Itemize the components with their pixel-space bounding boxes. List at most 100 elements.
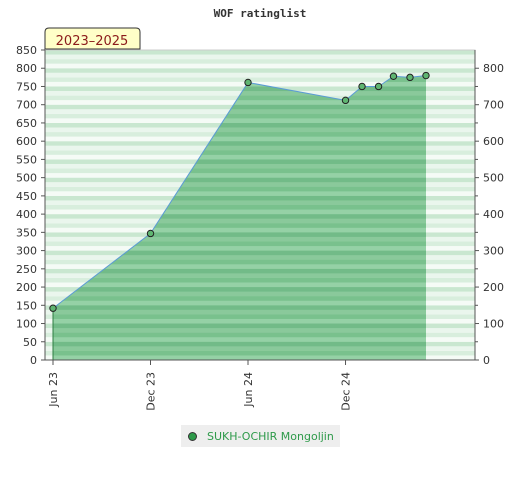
y-tick-label-right: 700 [483,99,504,112]
y-tick-label-left: 650 [16,117,37,130]
area-band [53,168,426,174]
area-band [53,122,426,128]
area-band [53,182,426,187]
area-band [53,287,426,292]
area-band [53,177,426,183]
x-tick-label: Dec 23 [145,372,158,411]
data-point [49,304,57,312]
y-tick-label-right: 0 [483,354,490,367]
y-tick-label-left: 350 [16,226,37,239]
data-point [406,73,414,82]
area-band [53,259,426,265]
area-band [53,255,426,260]
area-band [53,186,426,192]
area-band [53,277,426,283]
y-tick-label-right: 500 [483,172,504,185]
area-band [53,127,426,133]
area-band [53,241,426,247]
data-point [422,71,430,80]
y-tick-label-left: 250 [16,263,37,276]
y-tick-label-right: 400 [483,208,504,221]
data-point [341,96,350,105]
period-badge-label: 2023–2025 [56,34,129,49]
area-band [53,314,426,319]
area-band [53,109,426,114]
area-band [53,291,426,297]
area-band [53,305,426,310]
area-band [53,355,426,360]
area-band [53,150,426,155]
area-band [53,300,426,306]
series-points-layer [49,71,430,312]
area-band [53,268,426,274]
y-tick-label-left: 0 [30,354,37,367]
area-band [53,154,426,160]
area-band [53,191,426,196]
y-axis-left: 0 50 100 150 200 250 300 350 400 450 500 550 600 650 7… [16,44,46,367]
area-band [53,141,426,146]
area-band [53,214,426,219]
area-band [53,223,426,228]
area-band [53,337,426,342]
area-band [53,323,426,329]
y-tick-label-left: 750 [16,80,37,93]
x-axis: Jun 23 Dec 23 Jun 24 Dec 24 [45,359,475,411]
y-tick-label-right: 600 [483,135,504,148]
legend-marker-icon [188,431,197,441]
area-band [53,200,426,205]
area-band [53,328,426,333]
area-band [53,264,426,269]
area-band [53,195,426,201]
area-band [53,250,426,256]
x-tick-label: Jun 23 [47,372,60,408]
y-tick-label-left: 150 [16,299,37,312]
area-band [53,246,426,251]
area-band [53,163,426,169]
data-point [374,82,383,91]
area-band [53,282,426,288]
y-tick-label-left: 100 [16,318,37,331]
y-tick-label-left: 850 [16,44,37,57]
background-band [45,77,475,82]
y-tick-label-left: 550 [16,153,37,166]
area-band [53,318,426,324]
background-band [45,72,475,78]
area-band [53,346,426,351]
y-tick-label-left: 800 [16,62,37,75]
y-tick-label-left: 600 [16,135,37,148]
area-band [53,236,426,242]
y-tick-label-left: 450 [16,190,37,203]
x-tick-label: Jun 24 [242,372,255,408]
background-band [45,68,475,73]
area-band [53,232,426,237]
area-band [53,205,426,210]
area-band [53,218,426,224]
y-tick-label-left: 200 [16,281,37,294]
background-band [45,50,475,55]
area-band [53,332,426,338]
legend-label: SUKH-OCHIR Mongoljin [207,429,334,443]
background-band [45,63,475,69]
data-point [389,72,398,80]
area-band [53,159,426,164]
y-tick-label-left: 500 [16,172,37,185]
area-band [53,95,426,101]
area-band [53,118,426,123]
y-tick-label-left: 400 [16,208,37,221]
y-tick-label-right: 200 [483,281,504,294]
area-band [53,100,426,105]
chart-title: WOF ratinglist [214,7,307,20]
y-tick-label-right: 100 [483,318,504,331]
area-band [53,173,426,178]
area-band [53,104,426,110]
area-band [53,113,426,119]
legend: SUKH-OCHIR Mongoljin [181,425,340,447]
y-axis-right: 0 100 200 300 400 500 600 700 800 [474,50,504,367]
y-tick-label-left: 700 [16,99,37,112]
background-band [45,59,475,64]
y-tick-label-right: 800 [483,62,504,75]
area-band [53,341,426,347]
area-band [53,209,426,215]
x-tick-label: Dec 24 [340,372,353,411]
